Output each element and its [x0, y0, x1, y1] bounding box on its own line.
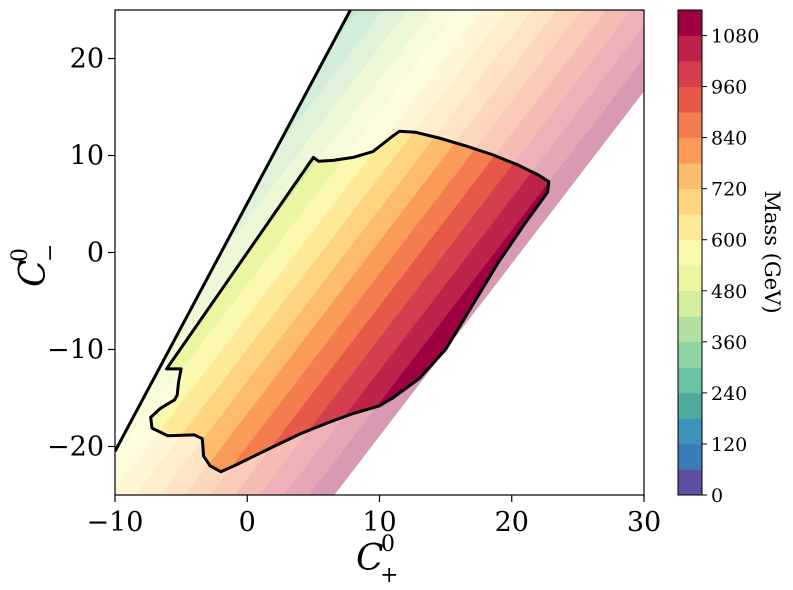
y-tick-label: −10: [47, 335, 104, 366]
colorbar-frame: [677, 9, 703, 496]
colorbar-segment: [678, 290, 702, 317]
colorbar-tick-label: 240: [711, 383, 747, 405]
y-axis-title: C: [13, 259, 54, 287]
y-axis-title-sub: −: [38, 244, 63, 262]
x-tick-label: 0: [239, 507, 256, 538]
colorbar-segment: [678, 188, 702, 215]
colorbar-segment: [678, 61, 702, 87]
y-tick-label: 10: [70, 141, 104, 172]
colorbar-tick-label: 1080: [711, 26, 759, 48]
colorbar-tick-label: 840: [711, 128, 747, 150]
y-tick-label: −20: [47, 432, 104, 463]
x-tick-label: −10: [87, 507, 144, 538]
y-tick-label: 0: [87, 238, 104, 269]
colorbar-segment: [678, 86, 702, 113]
colorbar-tick-label: 480: [711, 281, 747, 303]
colorbar-segment: [678, 163, 702, 190]
contour-band: [184, 131, 549, 472]
contour-band: [234, 131, 549, 472]
colorbar-segment: [678, 392, 702, 419]
x-tick-label: 20: [495, 507, 529, 538]
colorbar-segment: [678, 137, 702, 164]
contour-band: [209, 131, 549, 472]
y-axis: −20 −10 0 10 20: [47, 44, 115, 463]
colorbar: [678, 10, 702, 496]
colorbar-tick-label: 120: [711, 434, 747, 456]
colorbar-segment: [678, 418, 702, 445]
colorbar-segment: [678, 214, 702, 241]
colorbar-segment: [678, 469, 702, 496]
x-axis: −10 0 10 20 30: [87, 495, 661, 538]
colorbar-ticks: 0 120 240 360 480 600 720 840 960 1080: [702, 26, 759, 507]
highlighted-contour-bands: [150, 131, 549, 472]
colorbar-segment: [678, 35, 702, 62]
colorbar-segment: [678, 265, 702, 292]
y-axis-title-group: C 0 −: [8, 244, 63, 287]
colorbar-segment: [678, 239, 702, 266]
colorbar-tick-label: 720: [711, 179, 747, 201]
x-axis-title-sup: 0: [381, 532, 395, 557]
excluded-boundary-line: [115, 10, 352, 453]
y-tick-label: 20: [70, 44, 104, 75]
colorbar-tick-label: 0: [711, 485, 723, 507]
x-tick-label: 10: [362, 507, 396, 538]
x-tick-label: 30: [627, 507, 661, 538]
contour-band: [283, 131, 549, 472]
colorbar-segment: [678, 367, 702, 394]
colorbar-segment: [678, 10, 702, 36]
x-axis-title: C: [356, 538, 384, 579]
contour-band: [308, 131, 549, 472]
x-axis-title-sub: +: [380, 563, 398, 588]
y-axis-title-sup: 0: [8, 248, 33, 262]
contour-band: [150, 131, 534, 472]
colorbar-segment: [678, 112, 702, 139]
colorbar-segment: [678, 316, 702, 343]
colorbar-segment: [678, 443, 702, 470]
contour-band: [258, 131, 549, 472]
colorbar-title: Mass (GeV): [760, 190, 784, 313]
colorbar-tick-label: 960: [711, 77, 747, 99]
plot-area: [115, 10, 644, 495]
colorbar-segment: [678, 341, 702, 368]
colorbar-tick-label: 360: [711, 332, 747, 354]
highlighted-region-outline: [149, 129, 551, 474]
contour-band: [150, 131, 509, 472]
contour-band: [159, 131, 549, 472]
colorbar-tick-label: 600: [711, 230, 747, 252]
